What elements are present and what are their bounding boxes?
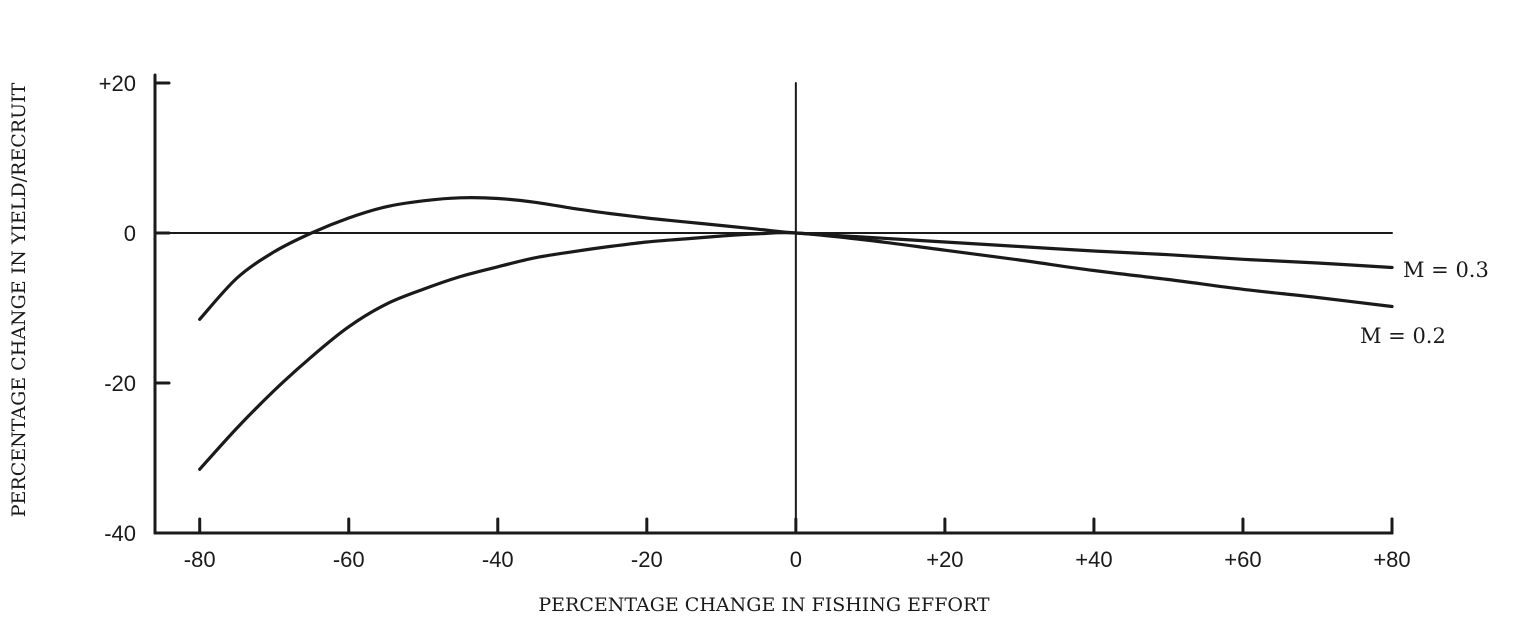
y-tick-label-+20: +20 xyxy=(99,71,136,96)
x-tick-label--40: -40 xyxy=(482,547,514,572)
x-axis-title: PERCENTAGE CHANGE IN FISHING EFFORT xyxy=(538,594,990,616)
x-tick-label--80: -80 xyxy=(184,547,216,572)
x-tick-label--20: -20 xyxy=(631,547,663,572)
y-tick-label-0: 0 xyxy=(124,221,136,246)
y-axis-title: PERCENTAGE CHANGE IN YIELD/RECRUIT xyxy=(8,82,30,517)
x-tick-label-+80: +80 xyxy=(1373,547,1410,572)
series-lines xyxy=(198,196,1394,471)
y-tick-label--40: -40 xyxy=(104,521,136,546)
x-tick-label--60: -60 xyxy=(333,547,365,572)
axes xyxy=(153,73,1394,535)
series-line-m-0-2 xyxy=(198,230,1394,471)
tick-marks xyxy=(153,81,1394,535)
x-tick-label-+40: +40 xyxy=(1075,547,1112,572)
series-label-m-0-3: M = 0.3 xyxy=(1403,258,1489,282)
x-tick-label-+60: +60 xyxy=(1224,547,1261,572)
series-line-m-0-3 xyxy=(198,196,1394,321)
x-tick-label-+20: +20 xyxy=(926,547,963,572)
y-tick-label--20: -20 xyxy=(104,371,136,396)
tick-labels: -80 -60 -40 -20 0 +20 +40 +60 +80 +20 0 -20 -40 xyxy=(99,71,1411,572)
x-tick-label-0: 0 xyxy=(790,547,802,572)
series-label-m-0-2: M = 0.2 xyxy=(1360,324,1446,348)
